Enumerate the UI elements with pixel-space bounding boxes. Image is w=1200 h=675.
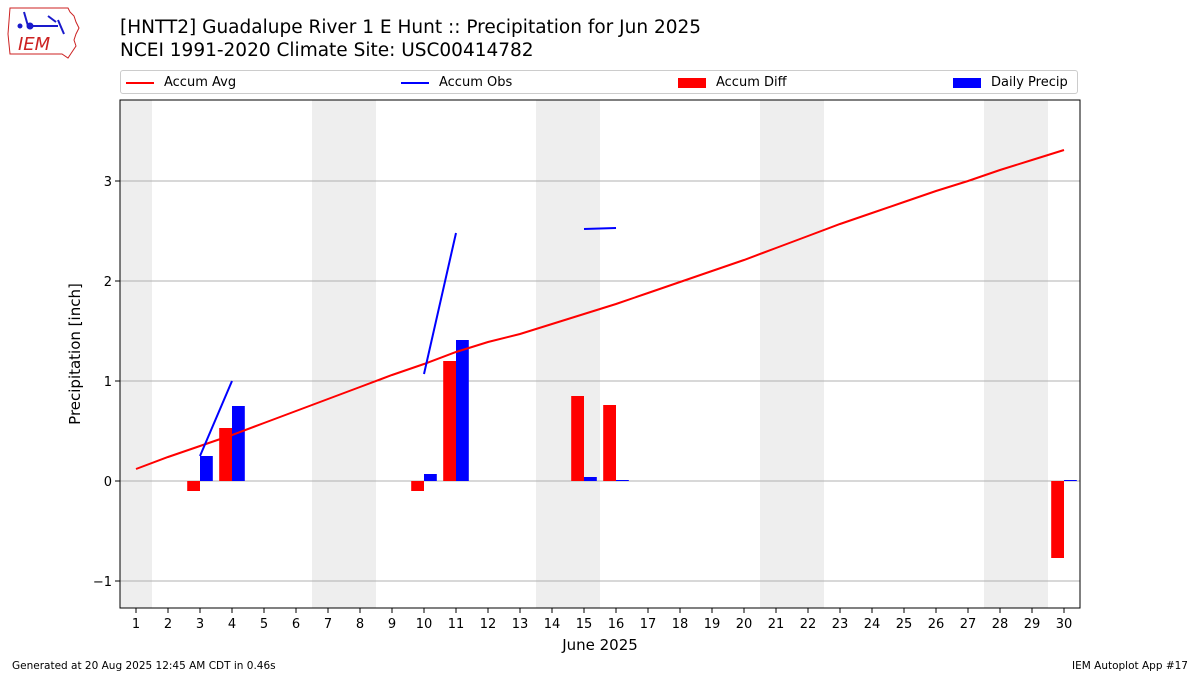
bar-marks: [187, 340, 1077, 558]
legend-swatch-accum-diff: [678, 77, 706, 88]
x-tick-label: 19: [704, 617, 721, 632]
footer-app: IEM Autoplot App #17: [1072, 660, 1188, 672]
bar-daily-precip-day-16: [616, 480, 629, 481]
line-accum-obs-segment-2: [423, 232, 457, 375]
bar-accum-diff-day-11: [443, 361, 456, 481]
bar-daily-precip-day-3: [200, 456, 213, 481]
x-tick-label: 11: [448, 617, 465, 632]
x-tick-label: 24: [864, 617, 881, 632]
line-accum-obs-segment-1: [199, 380, 233, 457]
legend-item-accum-diff: Accum Diff: [678, 74, 787, 91]
x-tick-label: 29: [1024, 617, 1041, 632]
y-axis-label: Precipitation [inch]: [66, 283, 84, 425]
x-tick-label: 28: [992, 617, 1009, 632]
x-tick-label: 6: [292, 617, 300, 632]
chart-legend: Accum Avg Accum Obs Accum Diff Daily Pre…: [120, 70, 1078, 94]
weekend-band-day-15: [568, 100, 600, 608]
x-tick-label: 3: [196, 617, 204, 632]
x-tick-label: 2: [164, 617, 172, 632]
x-tick-label: 26: [928, 617, 945, 632]
bar-accum-diff-day-3: [187, 481, 200, 491]
x-tick-label: 12: [480, 617, 497, 632]
x-tick-label: 22: [800, 617, 817, 632]
x-tick-label: 23: [832, 617, 849, 632]
weather-station-icon: [17, 11, 65, 35]
y-tick-label: 3: [104, 175, 112, 190]
legend-swatch-accum-avg: [126, 81, 154, 84]
chart-subtitle: NCEI 1991-2020 Climate Site: USC00414782: [120, 40, 534, 61]
x-tick-label: 21: [768, 617, 785, 632]
x-tick-label: 16: [608, 617, 625, 632]
x-tick-label: 1: [132, 617, 140, 632]
y-tick-label: −1: [93, 575, 112, 590]
plot-frame: [119, 99, 1081, 609]
x-tick-label: 13: [512, 617, 529, 632]
x-tick-label: 4: [228, 617, 236, 632]
x-tick-label: 18: [672, 617, 689, 632]
bar-daily-precip-day-10: [424, 474, 437, 481]
bar-accum-diff-day-15: [571, 396, 584, 481]
weekend-band-day-8: [344, 100, 376, 608]
legend-label-accum-avg: Accum Avg: [164, 75, 237, 90]
x-tick-label: 8: [356, 617, 364, 632]
x-tick-label: 14: [544, 617, 561, 632]
x-tick-label: 5: [260, 617, 268, 632]
legend-label-accum-diff: Accum Diff: [716, 75, 787, 90]
weekend-band-day-29: [1016, 100, 1048, 608]
x-tick-label: 9: [388, 617, 396, 632]
x-axis-label: June 2025: [561, 636, 638, 654]
y-tick-label: 1: [104, 375, 112, 390]
bar-daily-precip-day-4: [232, 406, 245, 481]
x-tick-label: 27: [960, 617, 977, 632]
x-axis: 1 2 3 4 5 6 7 8 9 10 11 12 13 14 15 16 17 18 19 20 21 22 23 24 2…: [132, 608, 1072, 632]
x-tick-label: 7: [324, 617, 332, 632]
line-accum-obs-segment-3: [583, 227, 617, 230]
x-tick-label: 10: [416, 617, 433, 632]
weekend-band-day-22: [792, 100, 824, 608]
y-axis: −1 0 1 2 3: [93, 175, 120, 590]
bar-daily-precip-day-30: [1064, 480, 1077, 481]
weekend-band-day-14: [536, 100, 568, 608]
weekend-band-day-7: [312, 100, 344, 608]
iowa-outline-icon: [7, 7, 80, 59]
line-accum-avg-segment-1: [135, 149, 1065, 470]
y-tick-label: 0: [104, 475, 112, 490]
weekend-band-day-28: [984, 100, 1016, 608]
footer-generated: Generated at 20 Aug 2025 12:45 AM CDT in…: [12, 660, 276, 672]
chart-title: [HNTT2] Guadalupe River 1 E Hunt :: Prec…: [120, 17, 702, 38]
logo-text: IEM: [18, 34, 51, 55]
legend-label-daily-precip: Daily Precip: [991, 75, 1068, 90]
legend-swatch-daily-precip: [953, 77, 981, 88]
weekend-band-day-21: [760, 100, 792, 608]
y-tick-label: 2: [104, 275, 112, 290]
grid-lines: [120, 180, 1080, 582]
legend-item-accum-avg: Accum Avg: [126, 74, 236, 91]
x-tick-label: 17: [640, 617, 657, 632]
x-tick-label: 20: [736, 617, 753, 632]
legend-swatch-accum-obs: [401, 81, 429, 84]
bar-accum-diff-day-30: [1051, 481, 1064, 558]
legend-label-accum-obs: Accum Obs: [439, 75, 513, 90]
iem-logo: IEM: [7, 7, 80, 59]
x-tick-label: 25: [896, 617, 913, 632]
bar-accum-diff-day-4: [219, 428, 232, 481]
x-tick-label: 30: [1056, 617, 1073, 632]
weekend-shading: [120, 100, 1048, 608]
legend-item-daily-precip: Daily Precip: [953, 74, 1068, 91]
line-marks: [135, 149, 1065, 470]
legend-item-accum-obs: Accum Obs: [401, 74, 512, 91]
bar-accum-diff-day-16: [603, 405, 616, 481]
weekend-band-day-1: [120, 100, 152, 608]
bar-daily-precip-day-11: [456, 340, 469, 481]
bar-daily-precip-day-15: [584, 477, 597, 481]
x-tick-label: 15: [576, 617, 593, 632]
bar-accum-diff-day-10: [411, 481, 424, 491]
